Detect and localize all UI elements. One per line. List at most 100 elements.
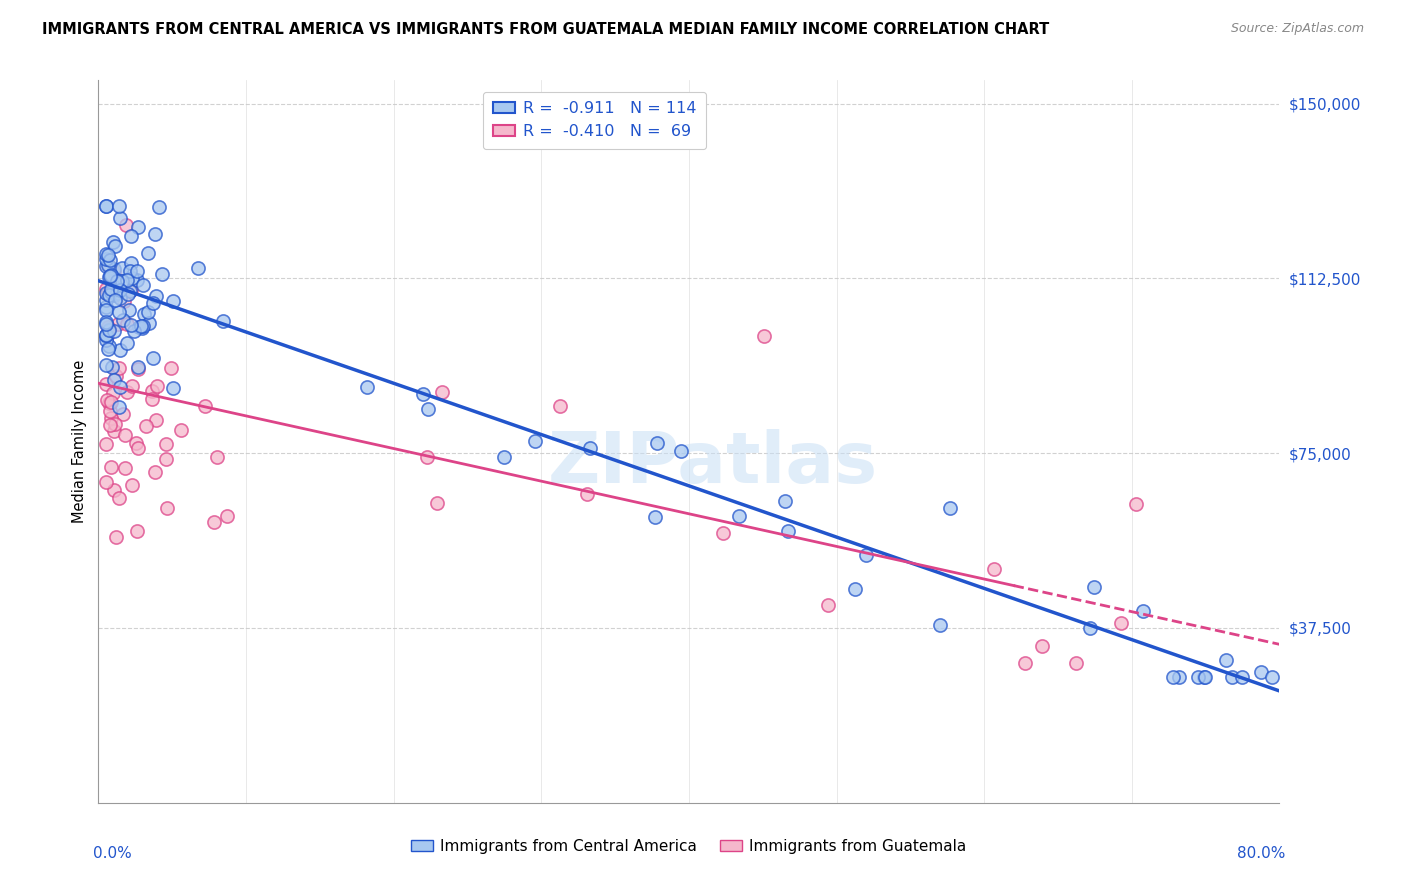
Point	[98, 322, 121, 336]
Point	[103, 262, 125, 277]
Point	[136, 304, 159, 318]
Point	[773, 494, 796, 508]
Point	[96, 286, 118, 301]
Point	[100, 268, 122, 283]
Point	[94, 260, 117, 274]
Point	[112, 294, 135, 309]
Point	[1064, 656, 1087, 670]
Point	[128, 320, 150, 334]
Point	[669, 443, 692, 458]
Point	[121, 478, 143, 492]
Point	[711, 526, 734, 541]
Point	[1250, 665, 1272, 679]
Point	[1260, 670, 1282, 684]
Point	[107, 361, 129, 376]
Point	[1132, 604, 1154, 618]
Point	[101, 279, 124, 293]
Point	[100, 395, 122, 409]
Legend: Immigrants from Central America, Immigrants from Guatemala: Immigrants from Central America, Immigra…	[405, 833, 973, 860]
Point	[98, 404, 121, 418]
Point	[1083, 580, 1105, 594]
Point	[115, 384, 138, 399]
Point	[432, 384, 454, 399]
Point	[98, 339, 121, 353]
Point	[416, 401, 439, 416]
Point	[1187, 670, 1209, 684]
Point	[160, 360, 183, 375]
Point	[127, 441, 149, 455]
Point	[211, 314, 233, 328]
Point	[115, 273, 138, 287]
Point	[94, 475, 117, 489]
Point	[94, 252, 117, 267]
Point	[494, 450, 516, 464]
Point	[120, 318, 142, 332]
Point	[94, 315, 117, 329]
Point	[94, 199, 117, 213]
Point	[524, 434, 547, 449]
Point	[94, 300, 117, 314]
Point	[104, 417, 127, 431]
Point	[1167, 670, 1189, 684]
Point	[120, 283, 142, 297]
Point	[97, 343, 120, 357]
Point	[644, 510, 666, 524]
Point	[145, 413, 167, 427]
Point	[103, 288, 125, 302]
Text: Source: ZipAtlas.com: Source: ZipAtlas.com	[1230, 22, 1364, 36]
Point	[105, 274, 128, 288]
Point	[118, 303, 141, 318]
Point	[1031, 639, 1053, 653]
Point	[929, 618, 952, 632]
Point	[108, 491, 131, 505]
Point	[131, 320, 153, 334]
Point	[127, 264, 149, 278]
Point	[162, 294, 184, 309]
Point	[205, 450, 228, 464]
Point	[141, 392, 163, 406]
Point	[105, 286, 128, 301]
Point	[412, 387, 434, 401]
Point	[1230, 670, 1253, 684]
Point	[98, 288, 121, 302]
Point	[108, 343, 131, 358]
Point	[145, 288, 167, 302]
Point	[416, 450, 439, 464]
Point	[94, 199, 117, 213]
Point	[103, 373, 125, 387]
Point	[1125, 498, 1147, 512]
Point	[100, 285, 122, 300]
Point	[127, 273, 149, 287]
Point	[939, 501, 962, 516]
Point	[155, 451, 177, 466]
Point	[156, 501, 179, 516]
Point	[107, 400, 129, 414]
Point	[143, 227, 166, 241]
Point	[120, 256, 142, 270]
Point	[162, 381, 184, 395]
Point	[114, 461, 136, 475]
Text: 0.0%: 0.0%	[93, 847, 131, 861]
Point	[98, 252, 121, 267]
Point	[844, 582, 866, 597]
Point	[111, 260, 134, 275]
Point	[94, 329, 117, 343]
Point	[103, 264, 125, 278]
Point	[94, 327, 117, 342]
Point	[1014, 656, 1036, 670]
Point	[94, 333, 117, 347]
Point	[142, 351, 165, 365]
Point	[148, 200, 170, 214]
Point	[129, 319, 152, 334]
Point	[97, 320, 120, 334]
Point	[94, 317, 117, 331]
Point	[120, 229, 142, 244]
Point	[100, 360, 122, 375]
Point	[103, 324, 125, 338]
Point	[121, 379, 143, 393]
Point	[143, 465, 166, 479]
Point	[127, 360, 149, 375]
Point	[108, 291, 131, 305]
Point	[111, 312, 134, 326]
Point	[118, 264, 141, 278]
